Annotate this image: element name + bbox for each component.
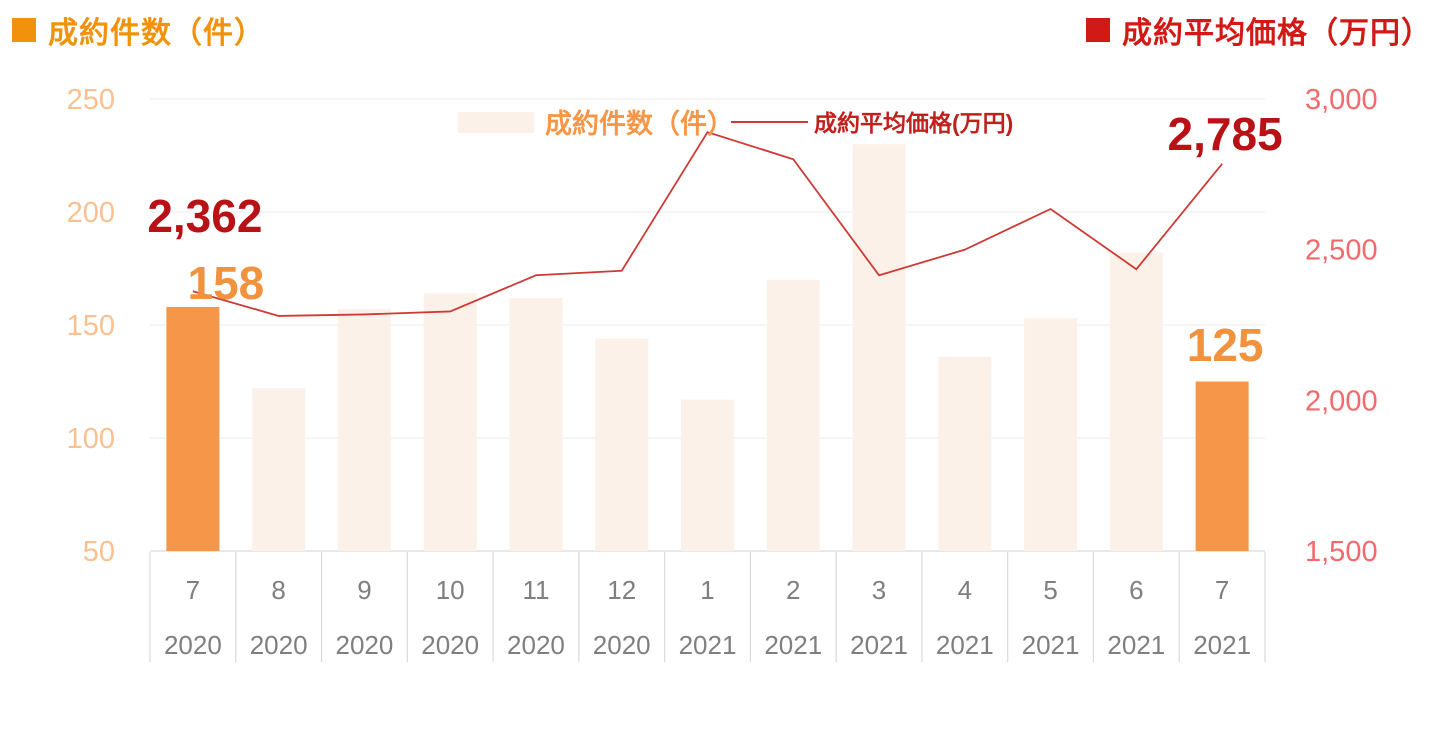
x-label-year-12-2020: 2020	[593, 630, 651, 660]
x-label-year-2-2021: 2021	[764, 630, 822, 660]
x-label-month-2-2021: 2	[786, 575, 800, 605]
bar-8-2020	[252, 388, 306, 551]
x-label-month-7-2021: 7	[1215, 575, 1229, 605]
x-label-month-3-2021: 3	[872, 575, 886, 605]
data-label-bar-last: 125	[1187, 319, 1264, 371]
left-axis-tick-100: 100	[67, 423, 115, 455]
x-label-year-10-2020: 2020	[421, 630, 479, 660]
red-square-icon	[1086, 18, 1110, 42]
price-line-series	[192, 131, 1223, 317]
x-label-month-12-2020: 12	[607, 575, 636, 605]
x-label-year-3-2021: 2021	[850, 630, 908, 660]
x-label-year-9-2020: 2020	[336, 630, 394, 660]
x-label-month-7-2020: 7	[186, 575, 200, 605]
bar-4-2021	[938, 356, 992, 551]
x-label-year-8-2020: 2020	[250, 630, 308, 660]
left-axis-title-label: 成約件数（件）	[48, 17, 265, 50]
x-label-month-6-2021: 6	[1129, 575, 1143, 605]
x-label-year-6-2021: 2021	[1107, 630, 1165, 660]
x-label-month-11-2020: 11	[522, 575, 549, 605]
left-axis-tick-200: 200	[67, 197, 115, 229]
x-label-month-1-2021: 1	[700, 575, 714, 605]
left-axis-tick-150: 150	[67, 310, 115, 342]
bar-1-2021	[681, 399, 734, 551]
x-label-year-7-2020: 2020	[164, 630, 222, 660]
left-axis-tick-50: 50	[83, 536, 115, 568]
x-label-month-8-2020: 8	[271, 575, 285, 605]
right-axis-tick-1500: 1,500	[1305, 536, 1378, 568]
legend-line-label: 成約平均価格(万円)	[814, 110, 1013, 136]
bar-10-2020	[423, 293, 477, 551]
legend-bar-swatch-icon	[458, 112, 534, 133]
bar-5-2021	[1024, 318, 1078, 551]
orange-square-icon	[12, 18, 36, 42]
x-label-month-10-2020: 10	[436, 575, 465, 605]
x-label-month-5-2021: 5	[1043, 575, 1057, 605]
left-axis-tick-250: 250	[67, 84, 115, 116]
x-label-year-5-2021: 2021	[1022, 630, 1080, 660]
bar-9-2020	[337, 309, 391, 551]
bar-6-2021	[1109, 252, 1163, 551]
right-axis-tick-3000: 3,000	[1305, 84, 1378, 116]
bar-2-2021	[766, 279, 820, 551]
right-axis-title-label: 成約平均価格（万円）	[1122, 17, 1432, 50]
data-label-line-first: 2,362	[147, 190, 262, 242]
bar-12-2020	[595, 338, 649, 551]
bar-7-2021	[1195, 381, 1249, 551]
data-label-bar-first: 158	[188, 257, 265, 309]
x-label-month-9-2020: 9	[357, 575, 371, 605]
bar-11-2020	[509, 297, 563, 551]
x-label-year-4-2021: 2021	[936, 630, 994, 660]
data-label-line-last: 2,785	[1168, 108, 1283, 160]
x-label-year-7-2021: 2021	[1193, 630, 1251, 660]
bar-3-2021	[852, 144, 906, 551]
legend-bar-label: 成約件数（件）	[545, 108, 734, 139]
bar-7-2020	[166, 306, 220, 551]
left-axis-title: 成約件数（件）	[12, 8, 265, 52]
right-axis-tick-2000: 2,000	[1305, 385, 1378, 417]
x-label-month-4-2021: 4	[958, 575, 972, 605]
right-axis-tick-2500: 2,500	[1305, 235, 1378, 267]
right-axis-title: 成約平均価格（万円）	[1086, 8, 1432, 52]
x-label-year-1-2021: 2021	[679, 630, 737, 660]
x-label-year-11-2020: 2020	[507, 630, 565, 660]
